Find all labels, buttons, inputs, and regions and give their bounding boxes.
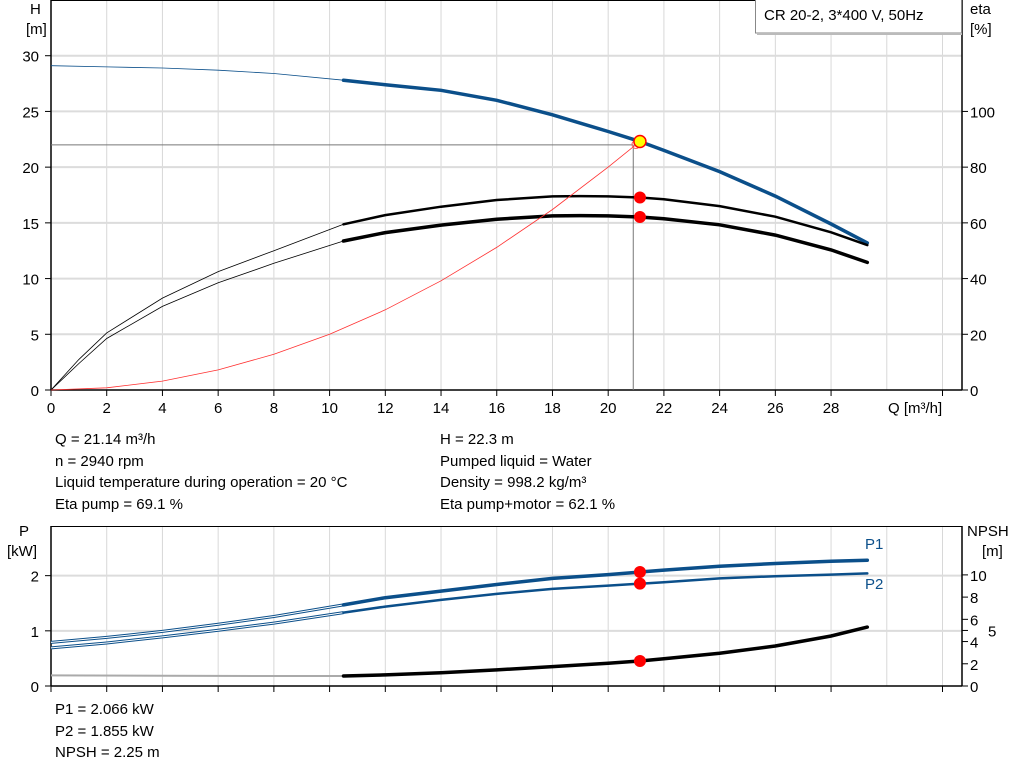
curve-P1 — [341, 558, 870, 607]
x-tick-label: 4 — [158, 400, 166, 417]
y2-axis-label: eta — [970, 1, 992, 18]
readout-density: Density = 998.2 kg/m³ — [440, 474, 587, 491]
x-tick-label: 16 — [488, 400, 505, 417]
series-label-P2: P2 — [865, 576, 883, 593]
readouts-top-left: Q = 21.14 m³/h n = 2940 rpm Liquid tempe… — [55, 429, 347, 515]
curve-NPSH-extrapolated — [50, 674, 344, 677]
y2-axis-unit: [m] — [982, 543, 1003, 560]
readout-liquid-temperature: Liquid temperature during operation = 20… — [55, 474, 348, 491]
x-tick-label: 0 — [47, 400, 55, 417]
x-tick-label: 22 — [656, 400, 673, 417]
legend-title: CR 20-2, 3*400 V, 50Hz — [764, 7, 924, 24]
x-tick-label: 24 — [711, 400, 728, 417]
readout-p1: P1 = 2.066 kW — [55, 701, 154, 718]
y2-tick-label: 40 — [970, 272, 987, 289]
y2-axis-label: NPSH — [967, 523, 1009, 540]
x-tick-label: 6 — [214, 400, 222, 417]
y-tick-label: 25 — [22, 104, 39, 121]
readout-npsh: NPSH = 2.25 m — [55, 744, 160, 761]
legend-box — [755, 0, 962, 34]
y-axis-unit: [kW] — [7, 543, 37, 560]
readout-p2: P2 = 1.855 kW — [55, 722, 154, 740]
y-axis-label: H — [30, 1, 41, 18]
x-tick-label: 12 — [377, 400, 394, 417]
curve-P1-extrapolated-inner — [50, 604, 344, 643]
curve-system_curve — [50, 141, 641, 391]
x-tick-label: 26 — [767, 400, 784, 417]
y-axis-unit: [m] — [26, 21, 47, 38]
y2-tick-label: 6 — [970, 612, 978, 629]
y-tick-label: 10 — [22, 272, 39, 289]
duty-point-p1-marker — [633, 566, 646, 579]
x-tick-label: 18 — [544, 400, 561, 417]
readouts-bottom: P1 = 2.066 kW P2 = 1.855 kW NPSH = 2.25 … — [55, 699, 160, 764]
curve-H-extrapolated — [50, 65, 344, 81]
curve-eta_pump-extrapolated — [50, 223, 344, 391]
y2-tick-label: 100 — [970, 104, 995, 121]
y-tick-label: 15 — [22, 216, 39, 233]
y2-axis-unit: [%] — [970, 21, 992, 38]
duty-point-eta-pump-motor-marker — [633, 211, 646, 224]
x-tick-label: 14 — [433, 400, 450, 417]
readouts-top-right: H = 22.3 m Pumped liquid = Water Density… — [440, 429, 615, 515]
duty-point-marker — [633, 134, 647, 149]
y-tick-label: 0 — [31, 383, 39, 400]
y2-tick-label: 5 — [988, 623, 996, 640]
y-axis-label: P — [19, 523, 29, 540]
curve-P2 — [342, 572, 869, 614]
x-tick-label: 28 — [823, 400, 840, 417]
curve-H — [341, 78, 870, 245]
y-tick-label: 20 — [22, 160, 39, 177]
y2-tick-label: 20 — [970, 327, 987, 344]
x-axis-label: Q [m³/h] — [888, 400, 942, 417]
x-tick-label: 2 — [103, 400, 111, 417]
x-tick-label: 20 — [600, 400, 617, 417]
y2-tick-label: 10 — [970, 568, 987, 585]
y-tick-label: 5 — [31, 327, 39, 344]
curve-P2-extrapolated-inner — [50, 612, 344, 649]
curve-eta_pump_motor-extrapolated — [50, 240, 344, 391]
y2-tick-label: 0 — [970, 679, 978, 696]
y2-tick-label: 80 — [970, 160, 987, 177]
curve-P1-extrapolated-outline — [50, 603, 344, 644]
duty-point-npsh-marker — [633, 655, 646, 667]
readout-eta-pump-motor: Eta pump+motor = 62.1 % — [440, 495, 616, 513]
x-tick-label: 8 — [270, 400, 278, 417]
y2-tick-label: 0 — [970, 383, 978, 400]
y-tick-label: 1 — [31, 624, 39, 641]
y-tick-label: 2 — [31, 569, 39, 586]
curve-NPSH — [341, 625, 870, 678]
curve-eta_pump — [342, 194, 869, 247]
readout-flow: Q = 21.14 m³/h — [55, 431, 156, 448]
y2-tick-label: 8 — [970, 590, 978, 607]
readout-speed: n = 2940 rpm — [55, 452, 144, 470]
y2-tick-label: 2 — [970, 657, 978, 674]
curve-eta_pump_motor — [341, 213, 870, 265]
readout-head: H = 22.3 m — [440, 431, 514, 448]
y-tick-label: 0 — [31, 679, 39, 696]
readout-pumped-liquid: Pumped liquid = Water — [440, 452, 592, 470]
x-tick-label: 10 — [321, 400, 338, 417]
duty-point-eta-pump-marker — [633, 191, 646, 204]
series-label-P1: P1 — [865, 536, 883, 553]
y-tick-label: 30 — [22, 49, 39, 66]
y2-tick-label: 4 — [970, 635, 978, 652]
y2-tick-label: 60 — [970, 216, 987, 233]
readout-eta-pump: Eta pump = 69.1 % — [55, 495, 183, 513]
duty-point-p2-marker — [633, 577, 646, 590]
